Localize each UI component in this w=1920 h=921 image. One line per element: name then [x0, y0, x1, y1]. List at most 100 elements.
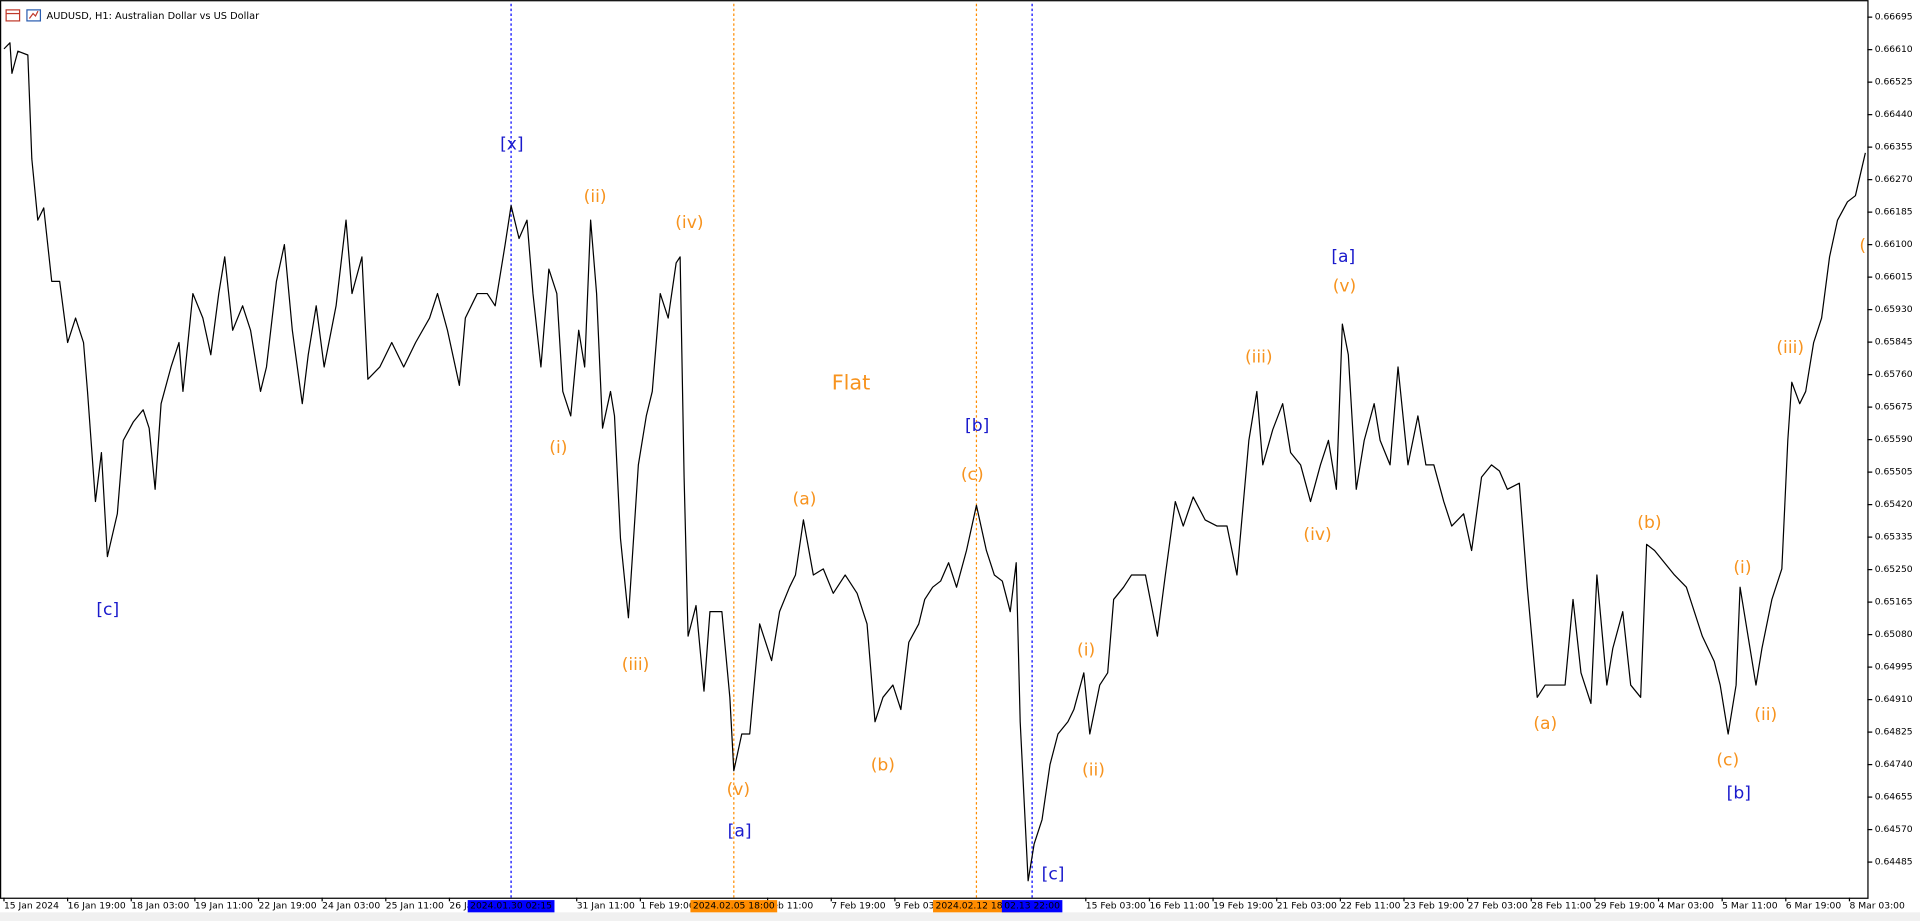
- x-tick-label: 8 Mar 03:00: [1849, 901, 1905, 912]
- x-tick-label: 9 Feb 03:: [895, 901, 938, 912]
- y-tick-label: 0.64995: [1875, 662, 1913, 673]
- wave-label: [a]: [1331, 247, 1355, 267]
- y-tick-label: 0.64825: [1875, 727, 1913, 738]
- x-tick-label: 16 Feb 11:00: [1149, 901, 1209, 912]
- x-tick-label: 15 Feb 03:00: [1086, 901, 1146, 912]
- wave-label: (c): [961, 465, 984, 485]
- x-tick-label: Feb 11:00: [768, 901, 814, 912]
- plot: [c] [x] (ii) (iv) (i) (iii) (v) [a] (a) Flat (b) [b…: [3, 3, 1887, 898]
- wave-label: (i): [1077, 640, 1095, 660]
- wave-label: (i): [549, 438, 567, 458]
- wave-label: (a): [793, 490, 817, 510]
- x-tick-label: 25 Jan 11:00: [386, 901, 444, 912]
- wave-label: (v): [727, 780, 750, 800]
- y-tick-label: 0.65080: [1875, 629, 1913, 640]
- wave-label: [b]: [1727, 784, 1751, 804]
- y-tick-label: 0.65420: [1875, 499, 1913, 510]
- icon: [28, 10, 39, 19]
- y-tick-label: 0.65590: [1875, 434, 1913, 445]
- wave-label: [b]: [965, 416, 989, 436]
- x-tick-label: 16 Jan 19:00: [68, 901, 126, 912]
- x-tick-label: 1 Feb 19:00: [640, 901, 695, 912]
- x-tick-label: 19 Jan 11:00: [195, 901, 253, 912]
- time-marker-box: [690, 900, 778, 913]
- wave-label: (ii): [1082, 760, 1105, 780]
- y-tick-label: 0.64910: [1875, 694, 1913, 705]
- icon: [26, 9, 42, 22]
- x-tick-label: 7 Feb 19:00: [831, 901, 886, 912]
- x-tick-label: 5 Mar 11:00: [1722, 901, 1778, 912]
- y-tick-label: 0.65505: [1875, 467, 1913, 478]
- wave-label: (a): [1533, 714, 1557, 734]
- wave-label: (b): [871, 755, 895, 775]
- y-tick-label: 0.65335: [1875, 532, 1913, 543]
- wave-label: (iv): [1859, 236, 1887, 256]
- y-tick-label: 0.66695: [1875, 12, 1913, 23]
- wave-label: [c]: [96, 600, 119, 620]
- y-tick-label: 0.66015: [1875, 272, 1913, 283]
- time-marker-label: 2024.02.12 18:00: [935, 901, 1017, 912]
- icon: [5, 9, 21, 22]
- y-tick-label: 0.66440: [1875, 109, 1913, 120]
- wave-label: [x]: [500, 135, 524, 155]
- x-tick-label: 22 Jan 19:00: [259, 901, 317, 912]
- plot-frame: [0, 0, 1869, 899]
- wave-label: (b): [1637, 513, 1661, 533]
- chart-title: AUDUSD, H1: Australian Dollar vs US Doll…: [47, 11, 261, 22]
- wave-label: (c): [1716, 751, 1739, 771]
- x-tick-label: 24 Jan 03:00: [322, 901, 380, 912]
- wave-label: (iv): [675, 213, 703, 233]
- y-tick-label: 0.65930: [1875, 304, 1913, 315]
- y-tick-label: 0.66270: [1875, 174, 1913, 185]
- time-marker-box: [933, 900, 1020, 913]
- time-marker-box: [467, 900, 555, 913]
- wave-label: (i): [1733, 558, 1751, 578]
- time-marker-label: 2024.02.05 18:00: [693, 901, 775, 912]
- wave-label: (iii): [622, 655, 650, 675]
- y-tick-label: 0.64570: [1875, 824, 1913, 835]
- x-tick-label: 29 Feb 19:00: [1595, 901, 1655, 912]
- wave-label: Flat: [832, 370, 871, 394]
- x-tick-label: 4 Mar 03:00: [1659, 901, 1715, 912]
- y-tick-label: 0.64485: [1875, 857, 1913, 868]
- y-tick-label: 0.64740: [1875, 759, 1913, 770]
- time-marker-box: [1001, 900, 1063, 913]
- wave-label: [c]: [1042, 864, 1065, 884]
- wave-label: (iii): [1776, 338, 1804, 358]
- wave-label: (ii): [584, 187, 607, 207]
- wave-label: (iii): [1245, 348, 1273, 368]
- y-tick-label: 0.65760: [1875, 369, 1913, 380]
- x-tick-label: 22 Feb 11:00: [1340, 901, 1400, 912]
- y-tick-label: 0.66100: [1875, 239, 1913, 250]
- wave-label: (ii): [1754, 705, 1777, 725]
- x-tick-label: 31 Jan 11:00: [577, 901, 635, 912]
- y-tick-label: 0.66610: [1875, 44, 1913, 55]
- x-tick-label: 19 Feb 19:00: [1213, 901, 1273, 912]
- y-tick-label: 0.64655: [1875, 792, 1913, 803]
- x-tick-label: 28 Feb 11:00: [1531, 901, 1591, 912]
- x-tick-label: 21 Feb 03:00: [1277, 901, 1337, 912]
- price-line: [3, 42, 1866, 882]
- y-tick-label: 0.66185: [1875, 207, 1913, 218]
- x-tick-label: 26 Ja: [449, 901, 472, 912]
- x-tick-label: 23 Feb 19:00: [1404, 901, 1464, 912]
- y-tick-label: 0.65845: [1875, 337, 1913, 348]
- tab-strip: [0, 912, 1920, 921]
- y-tick-label: 0.66355: [1875, 142, 1913, 153]
- x-tick-label: 15 Jan 2024: [4, 901, 59, 912]
- y-tick-label: 0.66525: [1875, 77, 1913, 88]
- x-tick-label: 27 Feb 03:00: [1468, 901, 1528, 912]
- y-tick-label: 0.65165: [1875, 597, 1913, 608]
- wave-label: (v): [1333, 277, 1357, 297]
- time-marker-label: 2024.01.30 02:15: [470, 901, 552, 912]
- x-tick-label: 6 Mar 19:00: [1786, 901, 1842, 912]
- wave-label: [a]: [728, 822, 752, 842]
- wave-label: (iv): [1303, 525, 1331, 545]
- axes: 0.66695 0.66610 0.66525 0.66440 0.66355 0.662…: [3, 12, 1913, 913]
- y-tick-label: 0.65250: [1875, 564, 1913, 575]
- y-tick-label: 0.65675: [1875, 402, 1913, 413]
- time-marker-label: 02.13 22:00: [1004, 901, 1060, 912]
